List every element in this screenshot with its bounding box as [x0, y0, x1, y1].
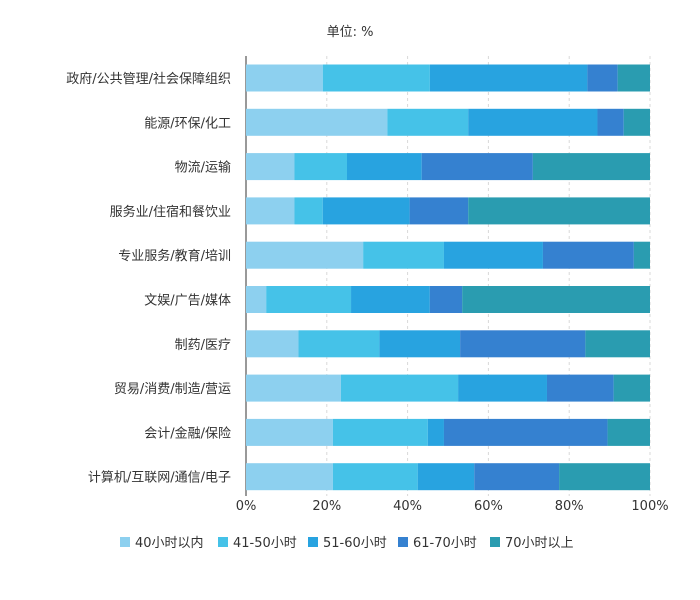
- bar-segment: [623, 108, 650, 136]
- legend-item: 51-60小时: [308, 536, 387, 551]
- bar-segment: [298, 330, 380, 358]
- bar-segment: [246, 330, 299, 358]
- bar-segment: [246, 374, 341, 402]
- bar-segment: [417, 463, 475, 491]
- legend-swatch: [308, 537, 318, 547]
- legend-label: 70小时以上: [505, 536, 574, 551]
- category-label: 文娱/广告/媒体: [144, 294, 231, 309]
- bar-segment: [340, 374, 459, 402]
- bar-segment: [421, 153, 533, 181]
- category-label: 专业服务/教育/培训: [118, 248, 231, 264]
- legend-label: 40小时以内: [135, 535, 204, 551]
- bar-segment: [246, 463, 333, 491]
- legend-item: 61-70小时: [398, 536, 477, 551]
- category-label: 能源/环保/化工: [144, 116, 231, 131]
- chart-title: 单位: %: [327, 25, 374, 40]
- bar-segment: [542, 241, 634, 269]
- x-tick-label: 20%: [312, 499, 341, 514]
- bar-segment: [351, 286, 430, 313]
- bar-segment: [597, 108, 624, 136]
- bar-segment: [363, 241, 444, 269]
- x-tick-label: 100%: [631, 499, 668, 514]
- bars-layer: [246, 64, 650, 491]
- bar-segment: [587, 64, 618, 92]
- legend-item: 70小时以上: [490, 536, 574, 551]
- legend-item: 40小时以内: [120, 535, 204, 551]
- legend-swatch: [398, 537, 408, 547]
- category-label: 贸易/消费/制造/营运: [114, 382, 231, 397]
- bar-segment: [468, 108, 598, 136]
- legend-swatch: [218, 537, 228, 547]
- bar-segment: [613, 374, 650, 402]
- x-tick-label: 80%: [555, 499, 584, 514]
- bar-segment: [443, 418, 608, 446]
- legend: 40小时以内 41-50小时 51-60小时 61-70小时 70小时以上: [120, 535, 574, 551]
- legend-swatch: [120, 537, 130, 547]
- bar-segment: [617, 64, 650, 92]
- category-label: 制药/医疗: [175, 338, 231, 353]
- x-tick-label: 40%: [393, 499, 422, 514]
- legend-label: 61-70小时: [413, 536, 477, 551]
- bar-segment: [460, 330, 586, 358]
- bar-segment: [246, 108, 388, 136]
- bar-segment: [458, 374, 547, 402]
- x-tick-labels: 0% 20% 40% 60% 80% 100%: [236, 499, 669, 514]
- bar-segment: [607, 418, 650, 446]
- bar-segment: [443, 241, 543, 269]
- bar-segment: [379, 330, 461, 358]
- bar-segment: [474, 463, 560, 491]
- category-labels: 政府/公共管理/社会保障组织能源/环保/化工物流/运输服务业/住宿和餐饮业专业服…: [66, 71, 231, 486]
- bar-segment: [322, 64, 430, 92]
- bar-segment: [294, 153, 347, 181]
- bar-segment: [387, 108, 469, 136]
- bar-segment: [559, 463, 650, 491]
- bar-segment: [246, 64, 323, 92]
- bar-segment: [246, 153, 295, 181]
- bar-segment: [246, 197, 295, 225]
- bar-segment: [246, 286, 267, 313]
- bar-segment: [462, 286, 650, 313]
- category-label: 政府/公共管理/社会保障组织: [66, 71, 231, 87]
- bar-segment: [246, 418, 333, 446]
- legend-item: 41-50小时: [218, 536, 297, 551]
- category-label: 计算机/互联网/通信/电子: [88, 471, 231, 486]
- bar-segment: [585, 330, 650, 358]
- bar-segment: [322, 197, 410, 225]
- bar-segment: [633, 241, 650, 269]
- category-label: 物流/运输: [175, 160, 231, 176]
- x-tick-label: 0%: [236, 499, 257, 514]
- category-label: 会计/金融/保险: [144, 425, 231, 441]
- legend-swatch: [490, 537, 500, 547]
- bar-segment: [347, 153, 422, 181]
- legend-label: 41-50小时: [233, 536, 297, 551]
- bar-segment: [246, 241, 364, 269]
- bar-segment: [468, 197, 650, 225]
- bar-segment: [532, 153, 650, 181]
- bar-segment: [429, 286, 463, 313]
- category-label: 服务业/住宿和餐饮业: [110, 204, 231, 220]
- x-tick-label: 60%: [474, 499, 503, 514]
- bar-segment: [332, 418, 428, 446]
- bar-segment: [294, 197, 323, 225]
- bar-segment: [332, 463, 418, 491]
- bar-segment: [266, 286, 352, 313]
- bar-segment: [409, 197, 469, 225]
- legend-label: 51-60小时: [323, 536, 387, 551]
- bar-segment: [429, 64, 588, 92]
- bar-segment: [546, 374, 614, 402]
- bar-segment: [427, 418, 444, 446]
